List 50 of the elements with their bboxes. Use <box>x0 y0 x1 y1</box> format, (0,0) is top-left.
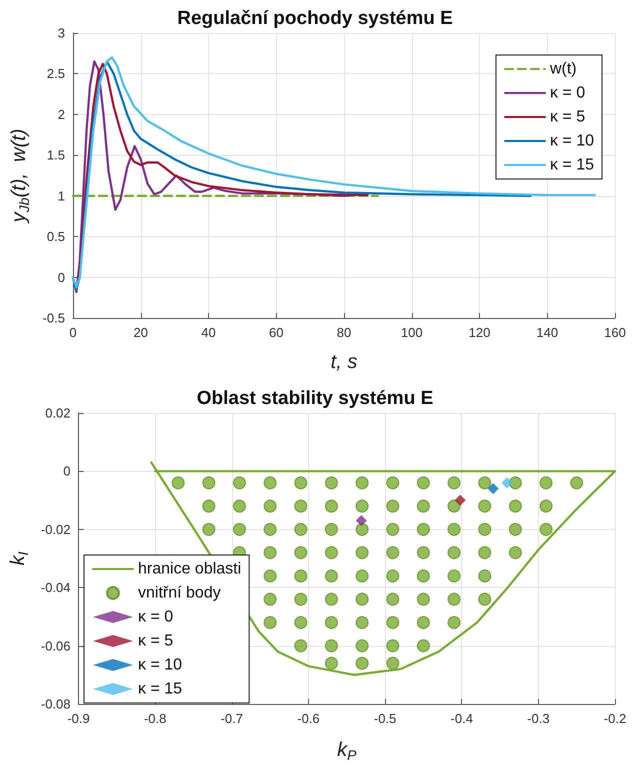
legend-label: κ = 10 <box>138 656 182 674</box>
chart-title: Oblast stability systému E <box>196 388 434 409</box>
x-tick-label: 100 <box>400 325 423 340</box>
point <box>488 483 499 494</box>
y-tick-label: -0.02 <box>40 522 71 537</box>
x-tick-label: 40 <box>201 325 216 340</box>
y-tick-label: 0 <box>63 464 71 479</box>
y-tick-label: 0 <box>58 270 65 285</box>
y-tick-label: 1 <box>58 188 65 204</box>
legend-label: vnitřní body <box>138 584 221 602</box>
x-tick-label: -0.8 <box>144 711 166 726</box>
x-tick-label: 120 <box>468 325 490 340</box>
y-tick-label: 0.02 <box>45 406 71 420</box>
x-tick-label: 140 <box>536 325 558 340</box>
x-tick-label: -0.3 <box>527 711 550 726</box>
legend-label: hranice oblasti <box>138 560 242 578</box>
x-tick-label: -0.4 <box>450 711 473 726</box>
x-tick-label: 160 <box>604 325 626 340</box>
x-tick-label: 60 <box>269 325 284 340</box>
legend-label: w(t) <box>548 60 577 78</box>
x-tick-label: 80 <box>336 325 352 340</box>
point <box>356 515 367 526</box>
x-tick-label: -0.6 <box>297 711 320 726</box>
y-tick-label: -0.04 <box>40 580 71 596</box>
legend-label: κ = 5 <box>138 632 174 650</box>
y-tick-label: 2 <box>58 106 65 122</box>
legend-label: κ = 0 <box>138 608 174 626</box>
x-tick-label: -0.7 <box>220 711 244 726</box>
legend-label: κ = 0 <box>550 84 586 102</box>
point <box>454 494 466 506</box>
legend-label: κ = 10 <box>550 132 594 150</box>
y-tick-label: 3 <box>58 26 65 40</box>
y-axis-title: kI <box>7 551 31 566</box>
y-tick-label: -0.08 <box>40 696 71 712</box>
x-axis-title: t, s <box>330 351 358 373</box>
y-tick-label: 0.5 <box>46 229 65 244</box>
y-tick-label: -0.06 <box>40 638 71 654</box>
chart-title: Regulační pochody systému E <box>177 8 453 29</box>
x-tick-label: -0.2 <box>604 711 626 726</box>
point <box>501 477 512 488</box>
x-tick-label: 20 <box>134 325 148 340</box>
legend-label: κ = 15 <box>138 680 182 698</box>
legend-label: κ = 5 <box>550 108 586 126</box>
y-axis-title: yJb(t), w(t) <box>8 128 32 224</box>
y-tick-label: -0.5 <box>42 310 65 326</box>
x-tick-label: -0.9 <box>67 711 90 726</box>
legend-label: κ = 15 <box>550 156 594 174</box>
y-tick-label: 1.5 <box>46 148 65 163</box>
y-tick-label: 2.5 <box>46 66 65 82</box>
x-tick-label: -0.5 <box>374 711 396 726</box>
